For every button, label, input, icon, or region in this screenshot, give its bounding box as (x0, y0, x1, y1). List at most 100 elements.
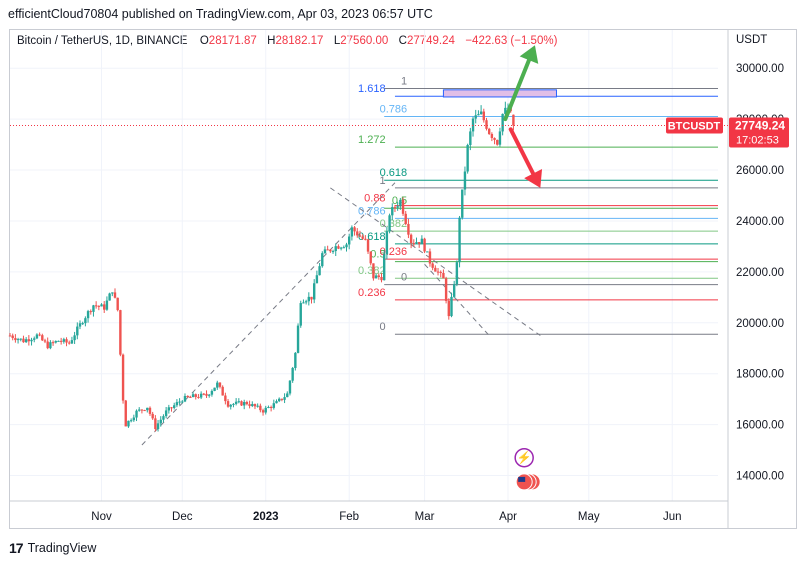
candle-body (62, 339, 66, 342)
candle-body (191, 394, 195, 398)
candle-body (299, 303, 302, 326)
candle-body (391, 207, 394, 216)
arrows[interactable] (503, 45, 543, 188)
candle-body (70, 340, 74, 344)
fib-level-label: 0.786 (358, 205, 386, 217)
candle-body (24, 339, 28, 343)
candle-body (302, 302, 305, 304)
candle-body (458, 217, 461, 263)
candle-body (337, 246, 340, 249)
candle-body (388, 215, 391, 232)
candle-body (504, 107, 507, 114)
time-tick-label: Apr (499, 511, 517, 523)
candle-body (304, 301, 308, 303)
candle-body (46, 341, 49, 349)
trend-line (330, 187, 541, 336)
candle-body (353, 227, 356, 232)
candle-body (94, 305, 98, 307)
candle-body (108, 293, 111, 301)
candle-body (493, 138, 496, 140)
candle-body (369, 251, 372, 264)
candle-body (485, 120, 488, 129)
candle-body (442, 272, 445, 279)
candle-body (385, 231, 389, 255)
down-arrow-shaft (508, 127, 536, 176)
candle-body (466, 144, 469, 172)
candle-body (16, 339, 20, 341)
candle-body (43, 340, 47, 342)
candle-body (253, 404, 257, 407)
candle-body (208, 394, 211, 396)
candle-body (54, 340, 57, 343)
candle-body (103, 304, 106, 310)
time-tick-label: May (578, 511, 600, 523)
candle-body (251, 404, 254, 407)
candle-body (339, 247, 343, 249)
candle-body (159, 419, 162, 424)
candle-body (404, 213, 407, 224)
candle-body (22, 338, 25, 343)
candle-body (283, 397, 286, 400)
candle-body (358, 235, 362, 237)
candle-body (35, 334, 39, 339)
candle-body (8, 335, 12, 337)
candle-body (288, 380, 292, 394)
candle-body (372, 263, 375, 279)
candle-body (213, 387, 216, 391)
candle-body (471, 118, 475, 132)
time-tick-label: 2023 (253, 511, 279, 523)
candle-body (216, 382, 219, 388)
chart-frame[interactable] (9, 29, 797, 529)
candle-body (256, 405, 259, 407)
candle-body (350, 227, 354, 237)
target-zone (442, 89, 557, 98)
candle-body (151, 413, 154, 419)
candle-body (490, 134, 494, 139)
candle-body (291, 367, 294, 381)
candle-body (501, 113, 504, 132)
publisher-line: efficientCloud70804 published on Trading… (8, 7, 433, 21)
grid (10, 30, 718, 501)
fib-retracements[interactable]: 1.6181.27210.880.7860.6180.50.3820.23601… (358, 76, 718, 335)
candle-body (205, 393, 208, 396)
candle-body (210, 390, 214, 395)
symbol-name[interactable]: Bitcoin / TetherUS, 1D, BINANCE (17, 35, 188, 47)
candle-body (374, 275, 378, 279)
candle-body (264, 407, 267, 413)
close-value: 27749.24 (406, 35, 455, 47)
candle-body (474, 115, 477, 119)
candle-body (444, 278, 448, 301)
candle-body (84, 318, 87, 324)
candle-body (164, 410, 168, 417)
candle-body (173, 405, 176, 408)
tradingview-logo-icon[interactable]: 17 (9, 540, 24, 556)
candle-body (132, 417, 136, 421)
ticker-badge (666, 117, 723, 134)
trend-lines[interactable] (141, 182, 541, 446)
event-icons[interactable]: ⚡ (514, 447, 541, 491)
candle-body (138, 409, 141, 411)
candle-body (27, 339, 31, 342)
time-tick-label: Dec (172, 511, 193, 523)
candle-body (170, 407, 173, 409)
fib-level-label: 0.236 (358, 287, 386, 299)
up-arrow-head (519, 45, 539, 64)
footer-brand[interactable]: TradingView (27, 541, 97, 555)
candle-body (477, 114, 480, 116)
time-tick-label: Mar (415, 511, 435, 523)
candle-body (57, 340, 60, 342)
candle-body (202, 393, 206, 395)
last-price-badge (729, 117, 789, 148)
candle-body (436, 271, 440, 273)
candle-body (248, 404, 251, 407)
candle-body (41, 335, 44, 341)
currency-label: USDT (736, 34, 767, 46)
candle-body (148, 407, 152, 414)
candle-body (11, 335, 14, 339)
candle-body (124, 400, 127, 427)
symbol-legend: Bitcoin / TetherUS, 1D, BINANCE O28171.8… (17, 35, 557, 47)
low-value: 27560.00 (340, 35, 389, 47)
candle-body (100, 304, 103, 307)
candle-body (463, 171, 467, 190)
